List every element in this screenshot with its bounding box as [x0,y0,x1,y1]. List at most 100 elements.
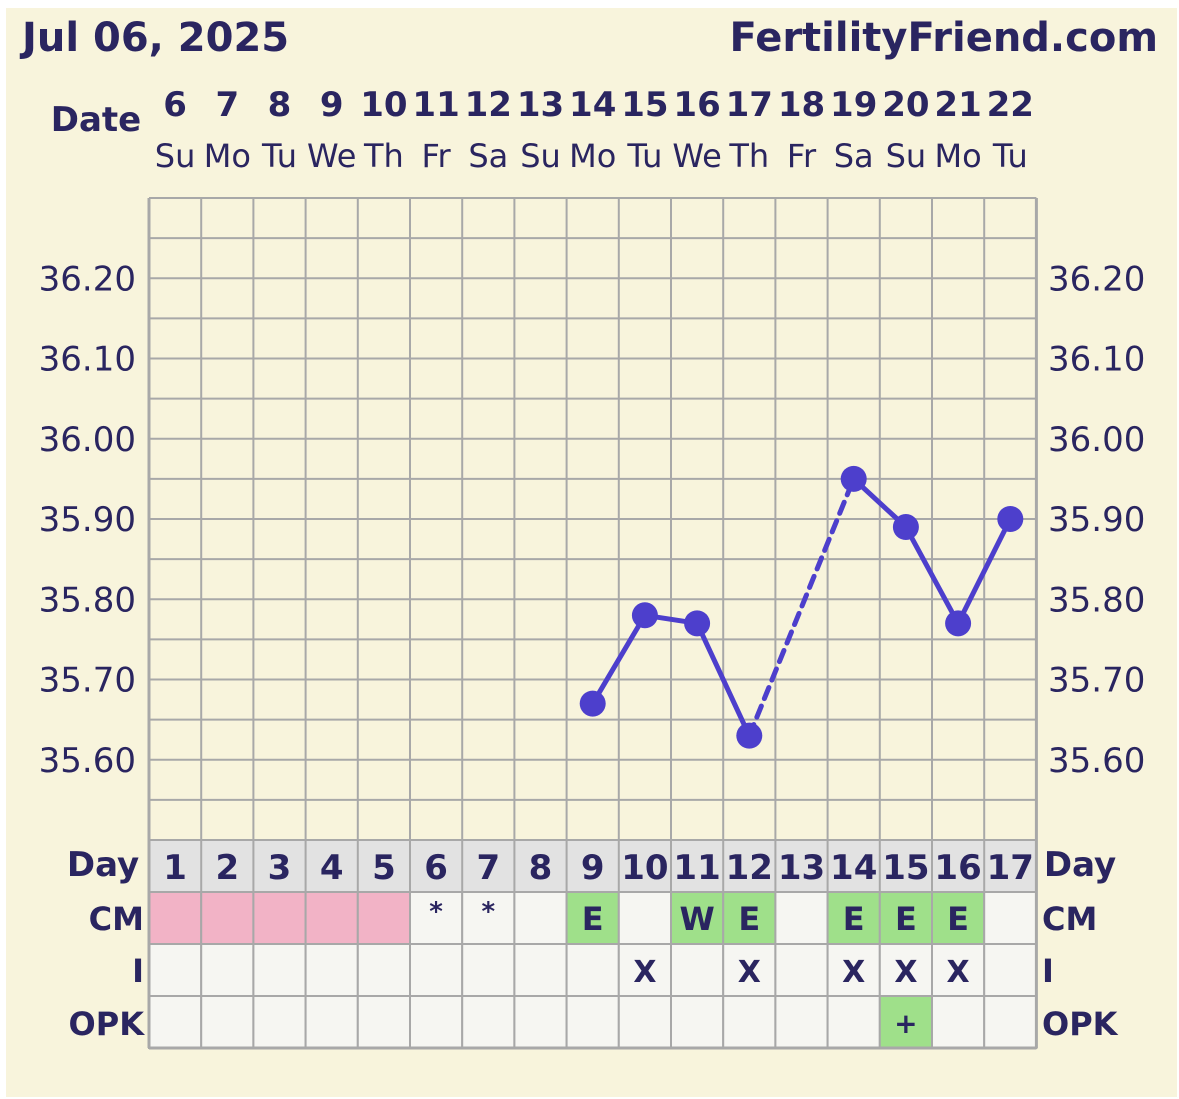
weekday-label: Sa [834,137,874,175]
y-tick-label-left: 36.20 [39,259,136,299]
date-label: 9 [320,85,344,125]
y-tick-label-right: 35.80 [1048,580,1145,620]
cycle-day-label: 9 [581,848,605,888]
cm-symbol: E [895,900,917,938]
opk-cell [722,995,777,1049]
cycle-day-label: 12 [726,848,773,888]
intercourse-row-label-right: I [1042,952,1054,990]
y-tick-label-left: 35.60 [39,741,136,781]
intercourse-cell [200,943,255,997]
date-label: 16 [673,85,720,125]
weekday-label: Fr [787,137,817,175]
weekday-label: Mo [569,137,616,175]
intercourse-mark: X [738,955,761,990]
intercourse-mark: X [842,955,865,990]
weekday-label: Th [363,137,404,175]
weekday-label: Tu [992,137,1028,175]
opk-cell [148,995,203,1049]
plot-layer: 6Su17Mo28Tu39We410Th511Fr6*12Sa7*13Su814… [39,85,1145,1050]
weekday-label: Tu [261,137,297,175]
opk-cell [774,995,829,1049]
cm-symbol: E [947,900,969,938]
opk-row-label-left: OPK [69,1005,146,1043]
y-tick-label-left: 35.90 [39,500,136,540]
cm-row-label-right: CM [1042,900,1097,938]
weekday-label: Mo [935,137,982,175]
cm-symbol: E [582,900,604,938]
intercourse-cell [461,943,516,997]
date-label: 18 [778,85,825,125]
temperature-segment [694,620,752,739]
intercourse-cell [983,943,1038,997]
intercourse-cell [409,943,464,997]
opk-cell [931,995,986,1049]
intercourse-cell [617,943,672,997]
cm-row-label-left: CM [89,900,144,938]
intercourse-row-label-left: I [132,952,144,990]
cm-cell [356,891,411,945]
cycle-day-label: 13 [778,848,825,888]
y-tick-label-left: 36.10 [39,340,136,380]
day-row-label-left: Day [67,845,139,885]
date-label: 13 [517,85,564,125]
temperature-point [997,506,1024,532]
opk-mark: + [894,1007,917,1040]
date-label: 8 [268,85,292,125]
date-label: 12 [465,85,512,125]
intercourse-cell [826,943,881,997]
weekday-label: Su [886,137,927,175]
opk-cell [565,995,620,1049]
cycle-day-label: 7 [476,848,500,888]
weekday-label: We [307,137,356,175]
cycle-day-label: 3 [268,848,292,888]
temperature-point [579,690,606,717]
cycle-day-label: 17 [987,848,1034,888]
intercourse-cell [148,943,203,997]
cycle-day-label: 8 [529,848,553,888]
cycle-day-label: 6 [424,848,448,888]
cm-symbol: E [843,900,865,938]
opk-row-label-right: OPK [1042,1005,1119,1043]
date-label: 17 [726,85,773,125]
cm-cell [304,891,359,945]
temperature-segment [903,524,961,626]
cm-cell [148,891,203,945]
temperature-segment-dashed [746,476,857,739]
opk-cell [252,995,307,1049]
temperature-point [684,610,711,637]
weekday-label: Su [520,137,561,175]
opk-cell [513,995,568,1049]
cm-cell [878,891,933,945]
temperature-point [945,610,972,637]
opk-cell [356,995,411,1049]
intercourse-mark: X [633,955,656,990]
y-tick-label-right: 36.10 [1048,340,1145,380]
date-label: 22 [987,85,1034,125]
y-tick-label-right: 36.00 [1048,420,1145,460]
opk-cell [670,995,725,1049]
date-label: 20 [882,85,929,125]
date-label: 14 [569,85,616,125]
weekday-label: Mo [204,137,251,175]
temperature-point [892,514,919,541]
opk-cell [983,995,1038,1049]
cycle-day-label: 11 [673,848,720,888]
y-tick-label-right: 36.20 [1048,259,1145,299]
date-label: 15 [621,85,668,125]
cycle-day-label: 15 [882,848,929,888]
weekday-label: We [672,137,721,175]
opk-cell [409,995,464,1049]
intercourse-mark: X [947,955,970,990]
cycle-day-label: 5 [372,848,396,888]
opk-cell [304,995,359,1049]
opk-cell [617,995,672,1049]
cm-symbol: E [738,900,760,938]
weekday-label: Sa [468,137,508,175]
weekday-label: Th [728,137,769,175]
opk-cell [461,995,516,1049]
intercourse-mark: X [894,955,917,990]
date-label: 10 [360,85,407,125]
y-tick-label-right: 35.70 [1048,661,1145,701]
y-tick-label-left: 35.80 [39,580,136,620]
